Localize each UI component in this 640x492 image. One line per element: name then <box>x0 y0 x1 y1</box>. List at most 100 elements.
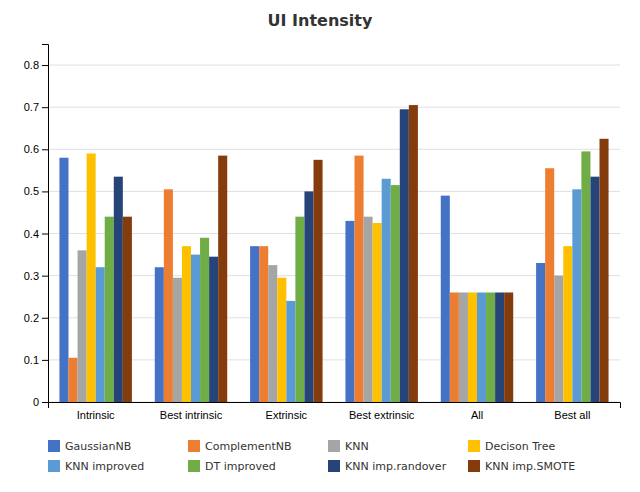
bar <box>400 109 409 402</box>
bar <box>545 168 554 402</box>
bar <box>259 246 268 402</box>
y-tick: 0.4 <box>24 228 48 240</box>
grid <box>48 65 620 402</box>
bar <box>391 185 400 402</box>
bar <box>114 177 123 402</box>
y-tick-mark <box>42 107 48 108</box>
y-axis-line <box>42 45 49 403</box>
grid-line <box>48 149 620 150</box>
grid-line <box>48 275 620 276</box>
bar <box>373 223 382 402</box>
x-tick: Best intrinsic <box>160 409 223 421</box>
y-axis: 0 0.1 0.2 0.3 0.4 0.5 0.6 0.7 0.8 <box>24 45 49 409</box>
bar-series <box>123 105 609 402</box>
y-tick-mark <box>42 318 48 319</box>
bar <box>87 154 96 402</box>
legend-swatch <box>188 440 200 452</box>
bar <box>218 156 227 402</box>
y-tick-mark <box>42 234 48 235</box>
bars <box>59 105 608 402</box>
x-tick: Best extrinsic <box>349 409 415 421</box>
legend-label: KNN <box>345 440 369 453</box>
legend-label: DT improved <box>205 460 276 473</box>
y-tick: 0.5 <box>24 185 48 197</box>
y-tick-label: 0.4 <box>24 228 39 240</box>
legend-label: KNN improved <box>65 460 144 473</box>
bar <box>123 217 132 402</box>
y-tick: 0.3 <box>24 270 48 282</box>
legend-label: ComplementNB <box>205 440 291 453</box>
bar <box>295 217 304 402</box>
bar <box>450 292 459 402</box>
bar <box>486 292 495 402</box>
bar <box>268 265 277 402</box>
x-tick: All <box>471 409 483 421</box>
y-tick: 0.6 <box>24 143 48 155</box>
bar <box>581 151 590 402</box>
y-tick-label: 0.7 <box>24 101 39 113</box>
bar <box>504 292 513 402</box>
legend-item: DT improved <box>188 460 276 473</box>
plot: 0 0.1 0.2 0.3 0.4 0.5 0.6 0.7 0.8 Intrinsic Best i… <box>24 45 621 421</box>
x-axis: Intrinsic Best intrinsic Extrinsic Best ext… <box>49 403 621 421</box>
y-tick-mark <box>42 360 48 361</box>
y-tick: 0.7 <box>24 101 48 113</box>
x-tick: Intrinsic <box>77 409 115 421</box>
bar-series <box>96 179 582 402</box>
bar <box>364 217 373 402</box>
grid-line <box>48 233 620 234</box>
bar <box>409 105 418 402</box>
bar <box>572 189 581 402</box>
bar <box>477 292 486 402</box>
legend-label: KNN imp.SMOTE <box>485 460 575 473</box>
y-tick-label: 0.6 <box>24 143 39 155</box>
legend-swatch <box>468 440 480 452</box>
x-tick: Best all <box>554 409 590 421</box>
bar <box>155 267 164 402</box>
bar <box>78 250 87 402</box>
bar <box>105 217 114 402</box>
bar <box>459 292 468 402</box>
y-tick: 0.2 <box>24 312 48 324</box>
legend-swatch <box>48 440 60 452</box>
grid-line <box>48 191 620 192</box>
legend-item: ComplementNB <box>188 440 291 453</box>
chart: 0 0.1 0.2 0.3 0.4 0.5 0.6 0.7 0.8 Intrinsic Best i… <box>0 0 640 492</box>
y-tick-label: 0.8 <box>24 59 39 71</box>
y-tick-label: 0.3 <box>24 270 39 282</box>
legend-item: KNN imp.SMOTE <box>468 460 575 473</box>
bar <box>304 191 313 402</box>
bar <box>345 221 354 402</box>
legend-swatch <box>328 460 340 472</box>
bar <box>173 278 182 402</box>
legend-item: KNN <box>328 440 369 453</box>
legend: GaussianNBComplementNBKNNDecison TreeKNN… <box>48 440 575 473</box>
x-tick-label: Intrinsic <box>77 409 115 421</box>
legend-swatch <box>48 460 60 472</box>
bar <box>536 263 545 402</box>
bar <box>554 276 563 402</box>
bar <box>191 255 200 402</box>
legend-item: Decison Tree <box>468 440 555 453</box>
bar-series <box>87 154 573 402</box>
bar <box>495 292 504 402</box>
bar <box>286 301 295 402</box>
bar-series <box>68 156 554 402</box>
y-tick-mark <box>42 65 48 66</box>
y-tick-mark <box>42 276 48 277</box>
y-tick: 0 <box>33 396 48 408</box>
legend-swatch <box>328 440 340 452</box>
legend-swatch <box>188 460 200 472</box>
y-tick: 0.1 <box>24 354 48 366</box>
y-tick-label: 0 <box>33 396 39 408</box>
grid-line <box>48 65 620 66</box>
bar <box>68 358 77 402</box>
y-tick: 0.8 <box>24 59 48 71</box>
legend-swatch <box>468 460 480 472</box>
bar <box>200 238 209 402</box>
bar-series <box>59 158 545 402</box>
x-tick-label: Extrinsic <box>266 409 308 421</box>
x-tick-label: Best extrinsic <box>349 409 415 421</box>
y-tick-label: 0.1 <box>24 354 39 366</box>
bar <box>590 177 599 402</box>
